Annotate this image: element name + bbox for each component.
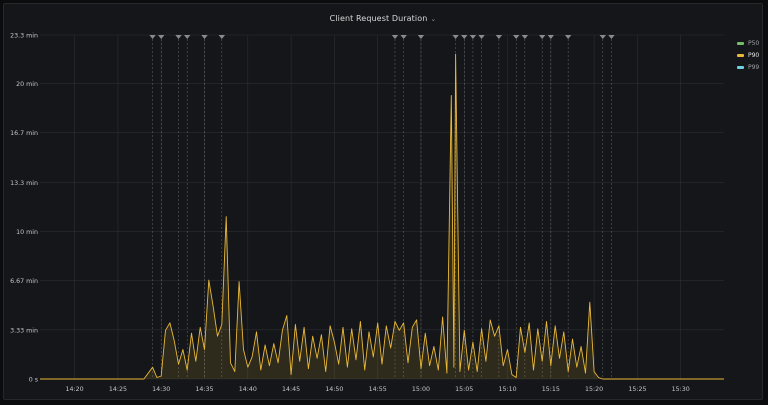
chevron-down-icon[interactable]: ⌄ — [430, 15, 437, 23]
annotation-marker-icon[interactable] — [469, 35, 477, 39]
y-tick-label: 20 min — [16, 81, 38, 88]
annotation-marker-icon[interactable] — [521, 35, 529, 39]
panel-title[interactable]: Client Request Duration ⌄ — [4, 14, 762, 23]
x-tick-label: 14:45 — [282, 386, 300, 393]
legend: P50 P90 P99 — [737, 37, 759, 73]
legend-label-p90[interactable]: P90 — [748, 51, 760, 59]
legend-swatch-p99 — [737, 65, 744, 69]
annotation-marker-icon[interactable] — [495, 35, 503, 39]
annotation-marker-icon[interactable] — [599, 35, 606, 39]
x-tick-label: 14:40 — [239, 386, 257, 393]
time-series-chart[interactable]: 0 s 3.33 min 6.67 min 10 min 13.3 min 16.7 mi… — [4, 4, 764, 401]
legend-item-p90[interactable]: P90 — [737, 49, 759, 61]
axis-labels: 0 s 3.33 min 6.67 min 10 min 13.3 min 16.7 mi… — [10, 33, 690, 394]
y-tick-label: 3.33 min — [10, 327, 38, 334]
series-area-p90 — [40, 54, 724, 379]
annotation-marker-icon[interactable] — [547, 35, 555, 39]
annotation-marker-icon[interactable] — [175, 35, 182, 39]
x-tick-label: 14:20 — [66, 386, 84, 393]
x-tick-label: 15:20 — [585, 386, 603, 393]
annotation-marker-icon[interactable] — [452, 35, 459, 39]
x-tick-label: 15:30 — [672, 386, 690, 393]
y-tick-label: 23.3 min — [10, 33, 38, 40]
legend-item-p99[interactable]: P99 — [737, 61, 759, 73]
annotation-marker-icon[interactable] — [201, 35, 208, 39]
legend-label-p50[interactable]: P50 — [748, 39, 760, 47]
legend-swatch-p50 — [737, 41, 744, 45]
graph-panel: Client Request Duration ⌄ 0 s 3.33 min 6.67… — [3, 3, 763, 400]
x-tick-label: 15:15 — [542, 386, 560, 393]
annotation-markers — [149, 35, 615, 379]
annotation-marker-icon[interactable] — [608, 35, 615, 39]
annotation-marker-icon[interactable] — [564, 35, 572, 39]
legend-swatch-p90 — [737, 53, 744, 57]
series-line-p90 — [40, 53, 724, 380]
x-tick-label: 15:10 — [498, 386, 516, 393]
annotation-marker-icon[interactable] — [391, 35, 399, 39]
annotation-marker-icon[interactable] — [461, 35, 468, 39]
y-tick-label: 16.7 min — [10, 130, 38, 137]
panel-title-text[interactable]: Client Request Duration — [329, 14, 428, 23]
x-tick-label: 14:25 — [109, 386, 127, 393]
y-tick-label: 13.3 min — [10, 180, 38, 187]
annotation-marker-icon[interactable] — [417, 35, 425, 39]
annotation-marker-icon[interactable] — [158, 35, 165, 39]
x-tick-label: 14:35 — [195, 386, 213, 393]
y-tick-label: 10 min — [16, 229, 38, 236]
series-layer — [40, 53, 724, 380]
legend-item-p50[interactable]: P50 — [737, 37, 759, 49]
annotation-marker-icon[interactable] — [183, 35, 191, 39]
annotation-marker-icon[interactable] — [478, 35, 485, 39]
x-tick-label: 14:30 — [152, 386, 170, 393]
x-tick-label: 14:50 — [325, 386, 343, 393]
annotation-marker-icon[interactable] — [538, 35, 546, 39]
annotation-marker-icon[interactable] — [513, 35, 520, 39]
x-tick-label: 15:00 — [412, 386, 430, 393]
x-tick-label: 15:05 — [455, 386, 473, 393]
annotation-marker-icon[interactable] — [149, 35, 156, 39]
annotation-marker-icon[interactable] — [218, 35, 226, 39]
annotation-marker-icon[interactable] — [400, 35, 407, 39]
y-tick-label: 6.67 min — [10, 278, 38, 285]
x-tick-label: 14:55 — [369, 386, 387, 393]
y-tick-label: 0 s — [29, 377, 38, 384]
grid-lines — [40, 34, 724, 380]
legend-label-p99[interactable]: P99 — [748, 63, 760, 71]
x-tick-label: 15:25 — [628, 386, 646, 393]
